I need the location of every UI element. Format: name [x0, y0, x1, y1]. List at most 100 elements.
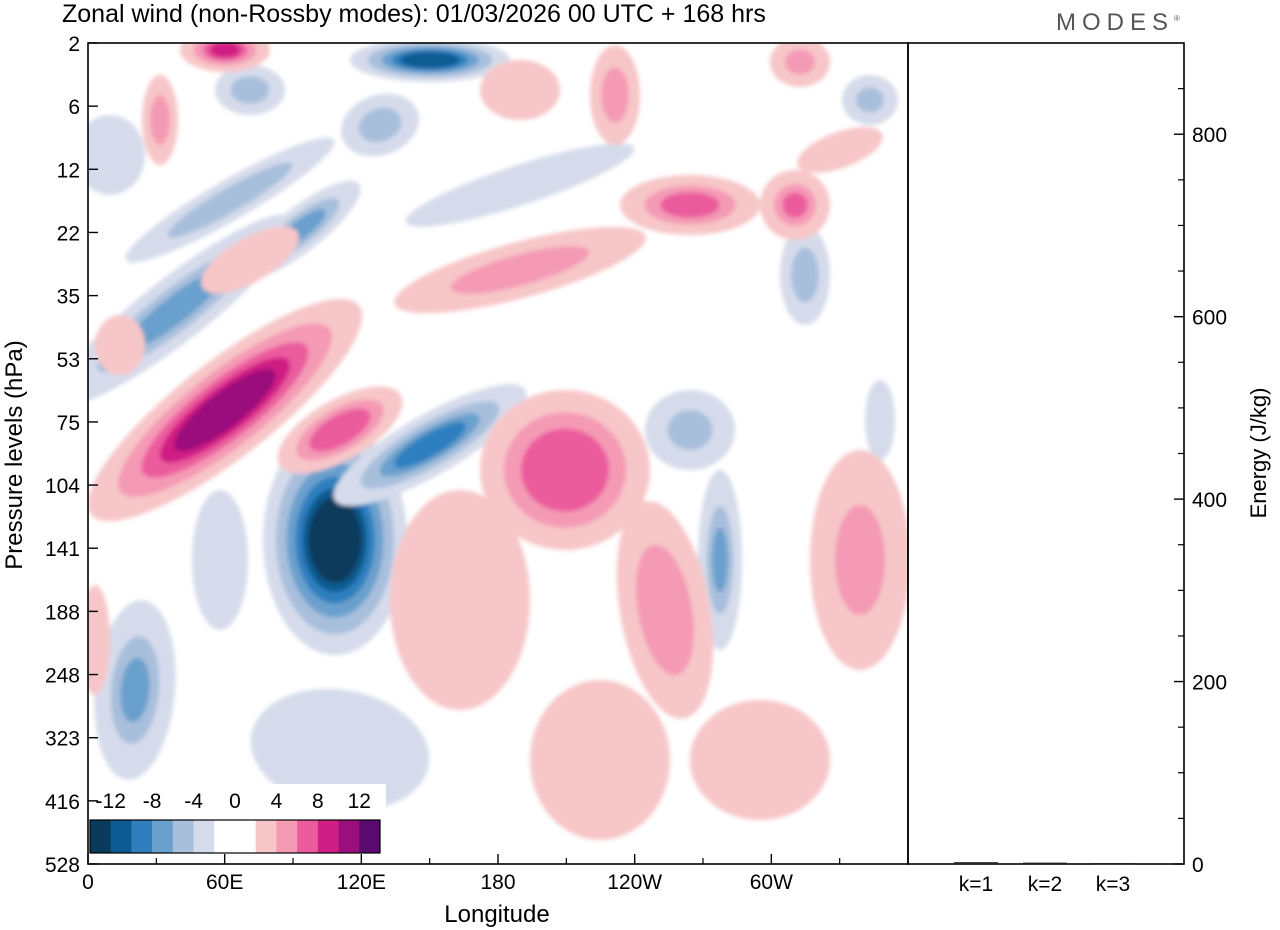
x-tick-label: 0	[82, 871, 94, 894]
contour-region	[390, 490, 530, 710]
y-tick-label: 12	[57, 159, 80, 182]
x-axis-label: Longitude	[444, 901, 549, 928]
energy-bar-label: k=1	[959, 873, 993, 896]
colorbar-label: 12	[348, 790, 371, 813]
energy-axis: 0 200 400 600 800	[1174, 88, 1227, 877]
y-tick-label: 53	[57, 349, 80, 372]
colorbar-swatch	[338, 820, 360, 853]
energy-bar	[1091, 863, 1135, 865]
contour-region	[480, 60, 560, 120]
colorbar-swatch	[152, 820, 174, 853]
contour-level	[230, 76, 270, 104]
colorbar-label: 8	[312, 790, 324, 813]
colorbar-swatch	[172, 820, 194, 853]
colorbar-label: -4	[184, 790, 203, 813]
colorbar-swatch	[235, 820, 257, 853]
y-tick-label: 416	[45, 791, 80, 814]
contour-level	[150, 95, 170, 145]
contour-region	[865, 380, 895, 460]
contour-level	[835, 505, 885, 615]
x-tick-label: 60E	[206, 871, 243, 894]
energy-axis-label: Energy (J/kg)	[1246, 388, 1271, 519]
contour-level	[450, 246, 590, 294]
colorbar-frame	[89, 819, 381, 854]
energy-tick-label: 600	[1192, 307, 1227, 330]
energy-bar-label: k=2	[1028, 873, 1062, 896]
chart-title: Zonal wind (non-Rossby modes): 01/03/202…	[62, 0, 766, 28]
colorbar: -12 -8 -4 0 4 8 12	[86, 784, 386, 858]
colorbar-label: -8	[143, 790, 162, 813]
contour-level	[856, 87, 884, 113]
colorbar-label: -12	[96, 790, 126, 813]
contour-region	[88, 585, 110, 695]
contour-level	[209, 43, 241, 58]
contour-level	[400, 51, 460, 69]
contour-level	[174, 368, 276, 452]
energy-tick-label: 400	[1192, 489, 1227, 512]
colorbar-swatch	[359, 820, 381, 853]
colorbar-swatch	[131, 820, 153, 853]
colorbar-swatch	[193, 820, 215, 853]
longitude-axis: 0 60E 120E 180 120W 60W	[82, 854, 841, 894]
y-tick-label: 22	[57, 222, 80, 245]
contour-level	[667, 410, 713, 450]
colorbar-swatch	[255, 820, 277, 853]
contour-region	[192, 490, 248, 630]
contour-level	[358, 107, 402, 143]
x-tick-label: 120E	[337, 871, 386, 894]
contour-level	[712, 527, 728, 593]
contour-level	[124, 269, 226, 351]
colorbar-swatch	[90, 820, 112, 853]
contour-level	[782, 192, 808, 218]
energy-bars: k=1 k=2 k=3	[954, 862, 1135, 896]
brand-text: MODES	[1056, 9, 1175, 36]
contour-level	[785, 49, 815, 75]
colorbar-label: 4	[271, 790, 283, 813]
energy-frame	[907, 42, 1185, 865]
modes-logo: MODES®	[1056, 9, 1180, 37]
y-tick-label: 35	[57, 286, 80, 309]
x-tick-label: 180	[480, 871, 515, 894]
contour-region	[797, 127, 883, 173]
contour-level	[394, 422, 466, 468]
contour-level	[520, 428, 610, 512]
x-tick-label: 60W	[750, 871, 793, 894]
brand-mark: ®	[1174, 14, 1180, 23]
contour-field	[88, 43, 908, 840]
colorbar-swatch	[317, 820, 339, 853]
contour-region	[250, 688, 430, 812]
pressure-axis: 2 6 12 22 35 53 75 104 141 188 248 323 416 528	[45, 33, 98, 877]
x-tick-label: 120W	[607, 871, 662, 894]
y-tick-label: 104	[45, 475, 80, 498]
y-tick-label: 188	[45, 601, 80, 624]
contour-region	[530, 680, 670, 840]
contour-level	[167, 162, 293, 238]
contour-level	[601, 67, 629, 123]
colorbar-swatch	[214, 820, 236, 853]
colorbar-swatch	[110, 820, 132, 853]
colorbar-label: 0	[229, 790, 241, 813]
energy-bar-label: k=3	[1096, 873, 1130, 896]
contour-region	[405, 143, 635, 227]
contour-region	[95, 315, 145, 375]
contour-level	[308, 497, 362, 583]
y-tick-label: 248	[45, 665, 80, 688]
contour-level	[120, 657, 150, 723]
contour-region	[88, 115, 145, 195]
contour-level	[309, 408, 371, 452]
contour-region	[690, 700, 830, 820]
colorbar-swatch	[297, 820, 319, 853]
contour-level	[636, 544, 694, 676]
y-tick-label: 528	[45, 854, 80, 877]
contour-level	[660, 192, 720, 218]
contour-level	[791, 247, 819, 303]
energy-tick-label: 200	[1192, 672, 1227, 695]
y-tick-label: 75	[57, 412, 80, 435]
y-tick-label: 2	[68, 33, 80, 56]
energy-tick-label: 800	[1192, 124, 1227, 147]
y-axis-label: Pressure levels (hPa)	[1, 340, 28, 569]
contour-region	[201, 226, 299, 294]
energy-tick-label: 0	[1192, 854, 1204, 877]
y-tick-label: 323	[45, 728, 80, 751]
